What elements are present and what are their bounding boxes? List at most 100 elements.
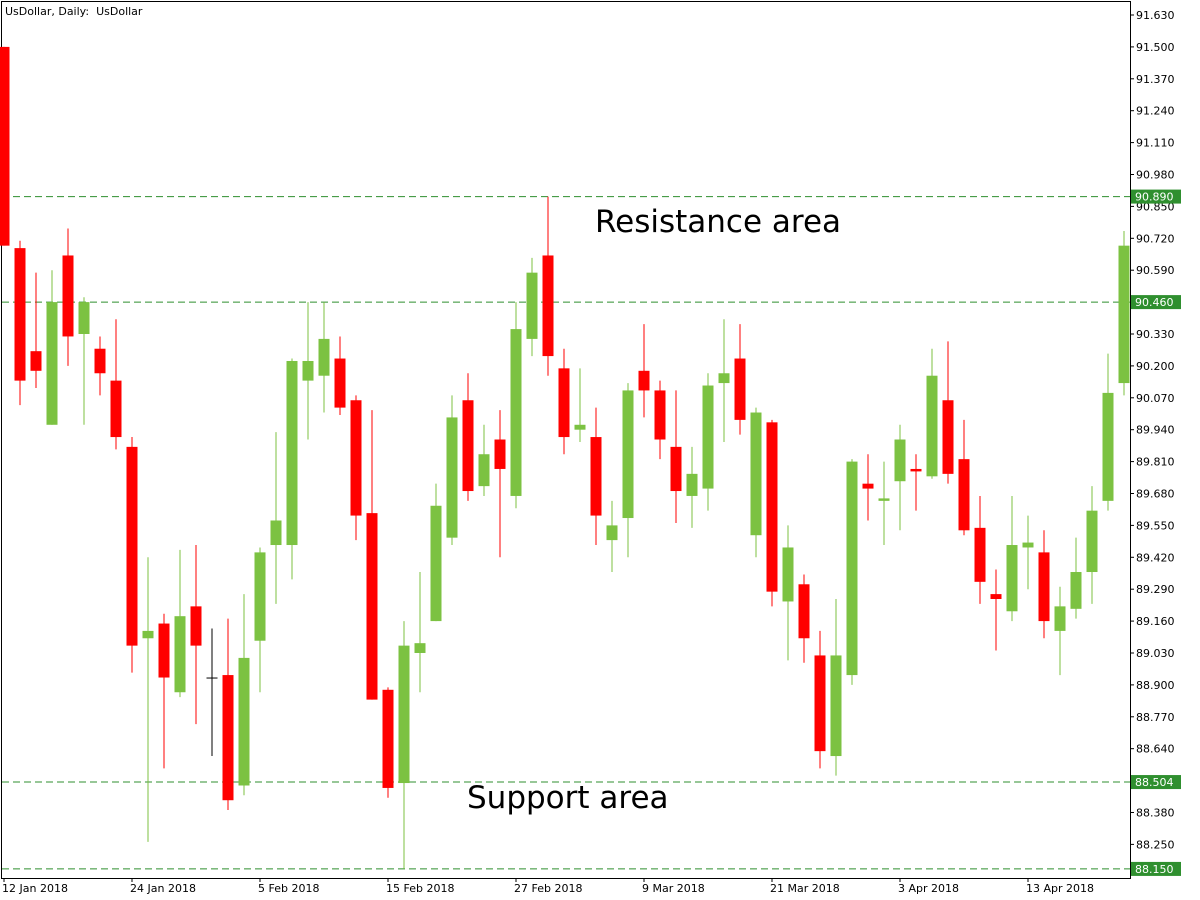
candle-body <box>654 390 666 440</box>
candle-body <box>158 623 170 678</box>
candle-body <box>94 348 106 374</box>
candle-body <box>1022 542 1034 548</box>
candle-body <box>1006 545 1018 612</box>
candle-body <box>398 645 410 784</box>
candle-body <box>638 370 650 391</box>
candle-body <box>526 272 538 339</box>
candle-body <box>894 439 906 482</box>
candle-body <box>270 520 282 546</box>
candle-body <box>0 46 10 246</box>
level-box <box>1131 775 1181 790</box>
candle-body <box>350 400 362 516</box>
candle-body <box>254 552 266 641</box>
candle-body <box>78 302 90 334</box>
candle-body <box>430 505 442 622</box>
candle-body <box>238 657 250 786</box>
y-tick-label: 90.330 <box>1136 328 1175 341</box>
candle-body <box>446 417 458 538</box>
candle-body <box>1054 606 1066 631</box>
y-tick-label: 89.160 <box>1136 615 1175 628</box>
level-label: 88.150 <box>1135 863 1174 876</box>
candle-body <box>462 400 474 492</box>
candle-body <box>958 459 970 531</box>
candle-body <box>46 302 58 425</box>
candle-body <box>382 689 394 788</box>
candle-body <box>558 368 570 438</box>
x-tick-label: 9 Mar 2018 <box>642 882 705 895</box>
x-tick-label: 3 Apr 2018 <box>898 882 959 895</box>
y-tick-label: 88.900 <box>1136 679 1175 692</box>
y-tick-label: 90.070 <box>1136 392 1175 405</box>
candle-body <box>126 446 138 646</box>
y-tick-label: 90.590 <box>1136 264 1175 277</box>
y-tick-label: 90.850 <box>1136 200 1175 213</box>
candle-body <box>1038 552 1050 622</box>
level-box <box>1131 861 1181 876</box>
candle-body <box>814 655 826 752</box>
plot-frame <box>1 1 1131 879</box>
candle-body <box>942 400 954 474</box>
candle-body <box>606 525 618 541</box>
candle-body <box>590 437 602 516</box>
candle-body <box>878 498 890 501</box>
candle-body <box>302 360 314 381</box>
chart-title: UsDollar, Daily: UsDollar <box>5 5 143 18</box>
candle-body <box>222 675 234 801</box>
x-tick-label: 12 Jan 2018 <box>2 882 68 895</box>
candle-body <box>286 360 298 546</box>
candle-body <box>1102 392 1114 501</box>
y-tick-label: 89.420 <box>1136 551 1175 564</box>
candle-body <box>174 616 186 693</box>
candle-body <box>366 513 378 700</box>
y-tick-label: 91.500 <box>1136 41 1175 54</box>
candle-body <box>782 547 794 602</box>
y-tick-label: 89.550 <box>1136 519 1175 532</box>
annotation: Support area <box>467 780 669 816</box>
level-box <box>1131 189 1181 204</box>
candle-body <box>574 424 586 430</box>
candle-body <box>1086 510 1098 573</box>
candle-body <box>702 385 714 489</box>
level-label: 88.504 <box>1135 776 1174 789</box>
y-tick-label: 89.940 <box>1136 424 1175 437</box>
candle-body <box>926 375 938 477</box>
candle-body <box>990 594 1002 600</box>
candle-body <box>718 373 730 384</box>
x-tick-label: 21 Mar 2018 <box>770 882 840 895</box>
y-tick-label: 89.290 <box>1136 583 1175 596</box>
y-tick-label: 91.630 <box>1136 9 1175 22</box>
candle-body <box>542 255 554 357</box>
candle-body <box>206 677 218 679</box>
candle-body <box>190 606 202 646</box>
candle-body <box>830 655 842 757</box>
candle-body <box>414 643 426 653</box>
y-tick-label: 88.250 <box>1136 838 1175 851</box>
candle-body <box>846 461 858 676</box>
candle-body <box>766 422 778 592</box>
y-tick-label: 88.380 <box>1136 806 1175 819</box>
candle-body <box>62 255 74 337</box>
candle-body <box>1070 572 1082 609</box>
level-box <box>1131 295 1181 310</box>
level-label: 90.460 <box>1135 296 1174 309</box>
annotation: Resistance area <box>595 204 841 240</box>
candle-body <box>798 584 810 639</box>
candle-body <box>750 412 762 536</box>
y-tick-label: 90.720 <box>1136 232 1175 245</box>
candle-body <box>910 468 922 472</box>
candle-body <box>862 483 874 489</box>
candle-body <box>14 248 26 381</box>
y-tick-label: 91.370 <box>1136 73 1175 86</box>
candle-body <box>510 329 522 496</box>
candle-body <box>1118 245 1130 384</box>
y-tick-label: 91.240 <box>1136 105 1175 118</box>
x-tick-label: 24 Jan 2018 <box>130 882 196 895</box>
candle-body <box>974 527 986 582</box>
candle-body <box>318 338 330 376</box>
y-tick-label: 89.810 <box>1136 456 1175 469</box>
x-tick-label: 5 Feb 2018 <box>258 882 319 895</box>
y-tick-label: 88.770 <box>1136 711 1175 724</box>
level-label: 90.890 <box>1135 191 1174 204</box>
candle-body <box>30 351 42 371</box>
